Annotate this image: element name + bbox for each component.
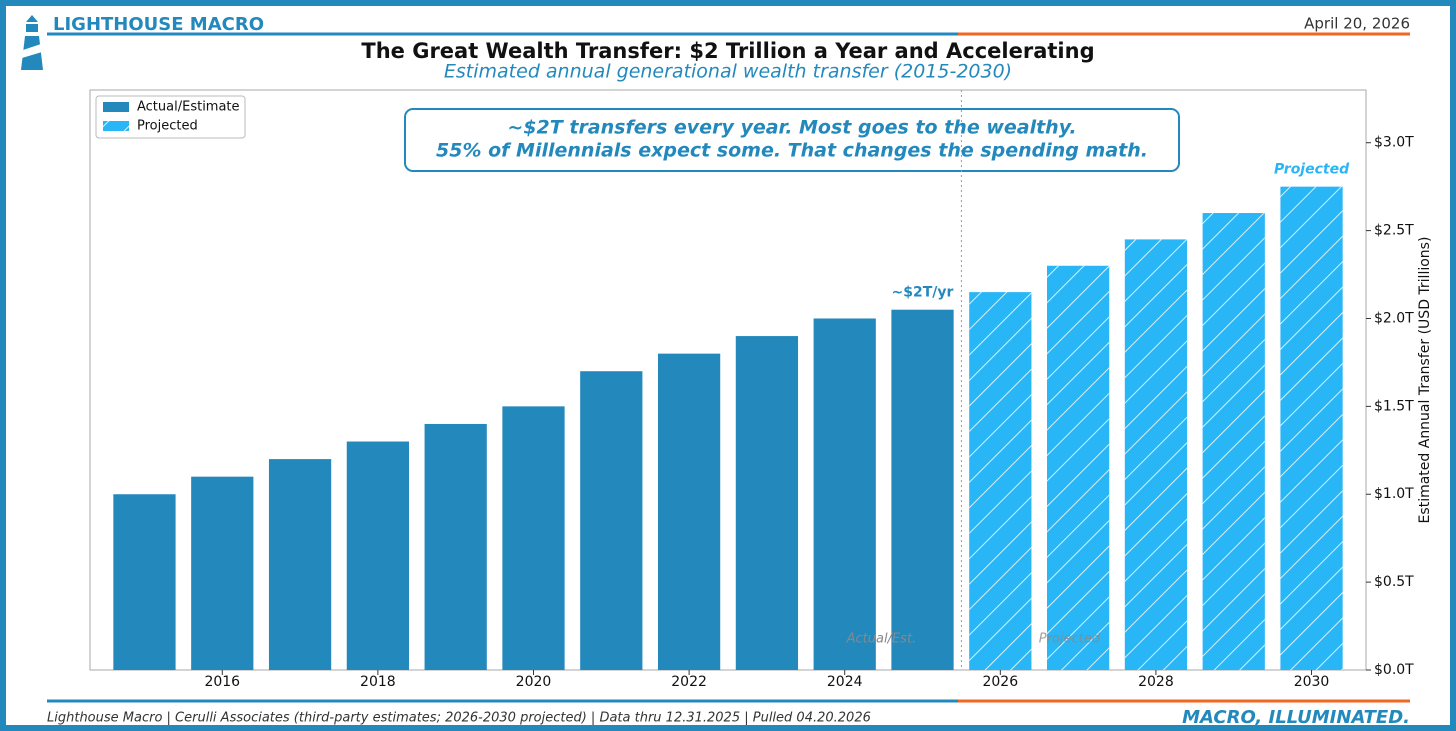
bar bbox=[346, 441, 409, 670]
date: April 20, 2026 bbox=[1304, 15, 1410, 33]
bar bbox=[424, 423, 487, 670]
bar bbox=[502, 406, 565, 670]
bar bbox=[813, 318, 876, 670]
source: Lighthouse Macro | Cerulli Associates (t… bbox=[47, 711, 871, 726]
callout: ~$2T transfers every year. Most goes to … bbox=[507, 117, 1076, 139]
y-tick-label: $1.5T bbox=[1374, 398, 1414, 414]
bar bbox=[113, 494, 176, 670]
bar-hatch bbox=[1047, 265, 1110, 670]
annotation: Projected bbox=[1039, 632, 1101, 647]
plot-area bbox=[89, 89, 1367, 671]
y-tick-label: $3.0T bbox=[1374, 135, 1414, 151]
x-tick-label: 2022 bbox=[671, 674, 707, 690]
y-tick-label: $1.0T bbox=[1374, 486, 1414, 502]
x-tick-label: 2016 bbox=[204, 674, 240, 690]
x-tick-label: 2026 bbox=[982, 674, 1018, 690]
bar bbox=[735, 336, 799, 670]
bar bbox=[580, 371, 643, 670]
bar-hatch bbox=[1280, 186, 1343, 670]
callout: 55% of Millennials expect some. That cha… bbox=[436, 140, 1148, 162]
annotation: Actual/Est. bbox=[846, 632, 917, 647]
legend-label: Actual/Estimate bbox=[137, 100, 240, 115]
x-tick-label: 2030 bbox=[1294, 674, 1330, 690]
y-tick-label: $0.5T bbox=[1374, 574, 1414, 590]
x-tick-label: 2018 bbox=[360, 674, 396, 690]
tagline: MACRO, ILLUMINATED. bbox=[1182, 707, 1410, 728]
x-tick-label: 2024 bbox=[827, 674, 863, 690]
bar-hatch bbox=[1124, 239, 1188, 671]
callout-box bbox=[404, 108, 1180, 172]
annotation: Projected bbox=[1274, 162, 1350, 178]
y-tick-label: $0.0T bbox=[1374, 662, 1414, 678]
bar bbox=[657, 353, 721, 670]
legend-label: Projected bbox=[137, 119, 198, 134]
brand: LIGHTHOUSE MACRO bbox=[53, 14, 264, 35]
y-tick-label: $2.5T bbox=[1374, 223, 1414, 239]
y-axis-label: Estimated Annual Transfer (USD Trillions… bbox=[1417, 237, 1433, 524]
bar-hatch bbox=[1202, 213, 1265, 670]
bar-hatch bbox=[969, 292, 1032, 670]
chart-subtitle: Estimated annual generational wealth tra… bbox=[444, 61, 1012, 83]
legend-box bbox=[95, 95, 246, 139]
legend-swatch bbox=[103, 102, 129, 112]
bar bbox=[268, 459, 332, 670]
bar bbox=[191, 476, 254, 670]
legend-hatch bbox=[103, 121, 129, 131]
x-tick-label: 2028 bbox=[1138, 674, 1174, 690]
chart-title: The Great Wealth Transfer: $2 Trillion a… bbox=[361, 39, 1094, 63]
logo bbox=[21, 15, 43, 70]
y-tick-label: $2.0T bbox=[1374, 310, 1414, 326]
x-tick-label: 2020 bbox=[516, 674, 552, 690]
annotation: ~$2T/yr bbox=[892, 285, 954, 301]
bar bbox=[891, 309, 954, 670]
